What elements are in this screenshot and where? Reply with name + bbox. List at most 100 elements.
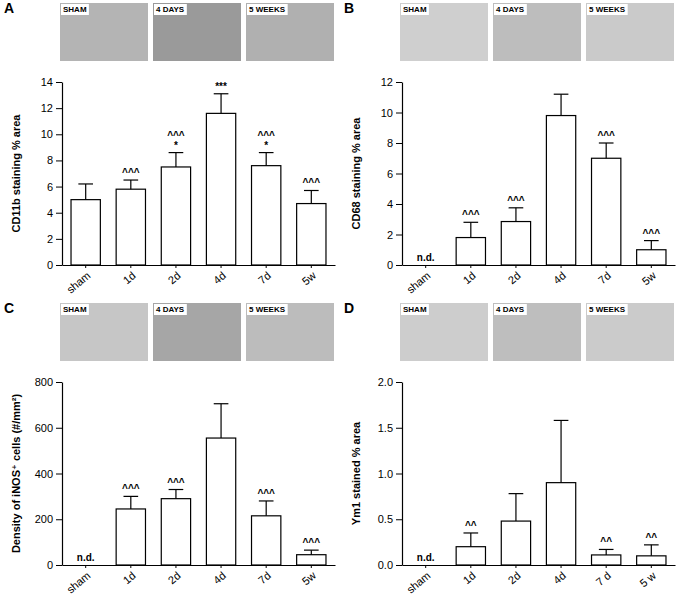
bar [116,509,145,565]
annotation: ^^ [645,532,657,543]
bar [252,166,281,265]
x-tick-mark [221,565,222,568]
bars [71,94,326,265]
x-tick: 7d [256,265,273,286]
x-tick-mark [175,265,176,268]
y-tick: 8 [387,137,402,149]
y-axis-line [402,83,403,266]
error-stem [266,501,267,516]
bar [456,547,485,565]
x-tick-mark [425,565,426,568]
bar [116,189,145,265]
x-tick-label: 1d [121,269,138,286]
panel: CSHAM4 DAYS5 WEEKSn.d.^^^^^^^^^^^^020040… [4,300,336,596]
annotation: ^^^ [167,477,185,488]
error-bar [304,550,319,555]
bar [297,204,326,265]
y-tick-mark [56,382,62,383]
error-bar [78,184,93,200]
error-cap [259,152,274,153]
image-label-box [587,304,628,315]
y-tick-mark [396,428,402,429]
bars [116,404,326,565]
y-tick-label: 2.0 [378,376,393,388]
annotation: ^^^ [643,228,661,239]
y-axis-line [62,83,63,266]
y-tick-label: 12 [381,76,393,88]
error-bar [259,501,274,516]
bar [206,438,235,565]
y-tick: 6 [387,168,402,180]
y-tick-mark [396,474,402,475]
y-tick-mark [396,519,402,520]
y-tick: 14 [41,76,62,88]
y-tick-mark [56,134,62,135]
error-cap [509,493,524,494]
y-tick: 0 [47,559,62,571]
y-axis-title: Ym1 stained % area [350,421,362,525]
bar [546,116,575,265]
y-tick-mark [56,213,62,214]
annotation: ^^^ [303,537,321,548]
x-tick-label: 1d [461,269,478,286]
annotation: ^^ [600,536,612,547]
bar [592,158,621,265]
y-axis: 024681012 [381,76,403,271]
annotation: ^^ [465,520,477,531]
x-tick-label: 4d [551,569,568,586]
x-tick-label: 2d [166,569,183,586]
x-tick-label: 5 w [637,569,658,589]
bar [501,521,530,565]
y-tick-label: 6 [47,181,53,193]
x-tick-label: 7d [256,269,273,286]
x-tick: 4d [551,265,568,286]
y-tick-mark [396,174,402,175]
x-tick-label: sham [64,569,92,595]
panel: DSHAM4 DAYS5 WEEKSn.d.^^^^^^0.00.51.01.5… [344,300,676,596]
x-tick: 1d [461,565,478,586]
y-axis-title: Density of iNOS⁺ cells (#/mm²) [10,394,22,554]
x-tick-label: 7d [256,569,273,586]
image-label: 5 WEEKS [589,305,626,314]
y-tick-label: 6 [387,168,393,180]
x-tick: 5w [300,265,319,287]
error-cap [123,496,138,497]
y-tick-label: 2 [47,233,53,245]
value-label: n.d. [417,252,435,263]
annotation: *** [215,81,227,92]
annotation: ^^^ [257,488,275,499]
error-bar [554,94,569,115]
x-tick: sham [64,565,92,596]
image-label-box [61,4,89,15]
error-bar [169,153,184,167]
error-cap [644,544,659,545]
y-tick-label: 10 [41,128,53,140]
x-axis: sham1d2d4d7d5w [403,265,676,296]
x-tick-mark [85,265,86,268]
bar [206,113,235,265]
annotation: ^^^ [507,195,525,206]
x-tick-mark [221,265,222,268]
x-tick-mark [311,265,312,268]
annotation: ^^^ [257,130,275,141]
y-tick: 200 [35,513,62,525]
x-tick-mark [651,565,652,568]
x-tick-label: 4d [211,569,228,586]
x-tick-label: 7 d [594,569,613,588]
image-label: 4 DAYS [156,305,185,314]
error-stem [175,490,176,499]
error-stem [311,550,312,555]
error-bar [509,208,524,222]
image-label-box [247,4,288,15]
micrograph [586,303,674,361]
x-axis-line [63,265,336,266]
x-tick: sham [64,265,92,296]
error-stem [85,184,86,200]
y-tick-label: 1.0 [378,468,393,480]
x-tick-mark [561,565,562,568]
panel-letter: C [4,300,14,316]
error-bar [644,241,659,250]
image-label: 5 WEEKS [249,305,286,314]
y-axis-line [62,383,63,566]
value-label: n.d. [77,552,95,563]
